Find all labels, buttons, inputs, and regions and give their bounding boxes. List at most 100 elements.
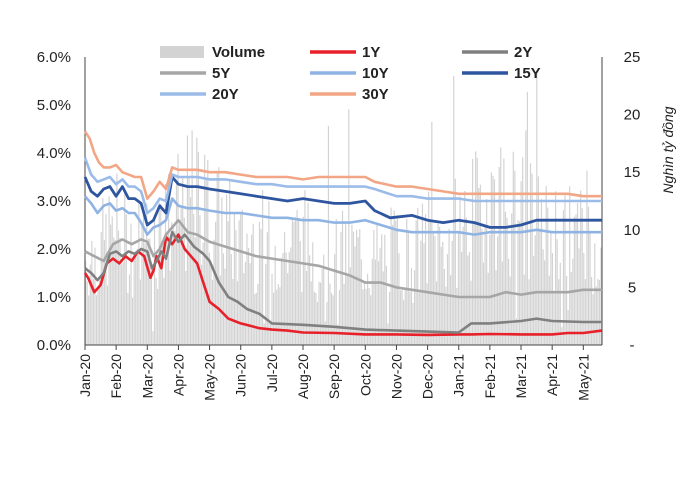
volume-bar [580,190,582,345]
volume-bar [323,254,325,345]
volume-bar [592,294,594,345]
volume-bar [421,203,424,345]
volume-bar [456,287,458,345]
volume-bar [573,216,575,345]
volume-bar [218,167,220,345]
volume-bar [266,232,268,345]
volume-bar [168,173,170,345]
volume-bar [360,259,362,345]
volume-bar [106,285,109,345]
volume-bar [263,323,265,345]
volume-bar [158,202,160,345]
volume-bar [520,181,522,345]
volume-bar [188,177,190,345]
volume-bar [232,279,234,345]
volume-bar [522,157,524,345]
volume-bar [290,247,292,345]
volume-bar [111,216,113,345]
tick-labels: 0.0% 1.0% 2.0% 3.0% 4.0% 5.0% 6.0% - 5 10 15 20 25 Ja… [37,49,641,401]
volume-bar [249,263,251,345]
volume-bar [222,253,225,345]
volume-bar [415,220,417,345]
volume-bar [318,281,320,345]
volume-bar [175,181,178,345]
x-tick-label: Jul-20 [264,354,280,392]
volume-bar [329,283,331,345]
x-tick-label: May-21 [575,354,591,401]
volume-bar [398,253,400,345]
volume-bar [390,207,392,345]
volume-bar [128,274,131,345]
volume-bar [138,203,140,345]
volume-bar [298,217,300,345]
right-axis-title: Nghìn tỷ đồng [660,106,676,193]
volume-bar [89,264,91,345]
volume-bar [500,147,502,345]
volume-bar [439,226,441,345]
volume-bar [547,207,549,345]
volume-bar [246,233,248,345]
volume-bar [454,178,456,345]
volume-bar [160,203,162,345]
volume-bar [448,228,450,345]
volume-bar [144,243,146,345]
volume-bar [86,281,88,345]
volume-bar [185,270,187,345]
volume-bar [363,281,366,345]
volume-bar [172,226,174,345]
legend-label-1y: 1Y [362,44,380,61]
volume-bar [548,275,550,345]
y-left-tick-label: 4.0% [37,145,71,162]
volume-bar [97,287,99,345]
volume-bar [340,231,342,345]
volume-bar [533,255,535,345]
volume-bar [238,220,240,345]
volume-bar [493,179,496,345]
y-left-tick-label: 5.0% [37,97,71,114]
volume-bar [403,300,405,345]
volume-bar [271,273,273,345]
x-tick-label: Jun-20 [233,354,249,397]
legend-label-2y: 2Y [514,44,532,61]
volume-bar [88,295,90,345]
volume-bar [432,233,434,345]
volume-bar [503,158,505,345]
volume-bar [105,213,107,345]
x-tick-label: Feb-21 [482,354,498,399]
volume-bar [229,180,231,345]
volume-bar [598,279,601,345]
volume-bar [446,253,449,345]
volume-bar [464,190,466,345]
volume-bar [462,226,464,345]
volume-bar [205,178,207,345]
volume-bar [211,279,214,345]
legend-label-30y: 30Y [362,86,389,103]
volume-bar [385,265,387,345]
volume-bar [277,284,279,345]
volume-bar [121,264,123,345]
volume-bar [141,225,143,345]
volume-bar [569,186,571,345]
volume-bar [338,290,340,345]
volume-bar [576,202,579,345]
volume-bar [130,223,132,345]
volume-bar [370,295,372,345]
volume-bar [578,248,580,345]
volume-bar [381,234,383,345]
volume-bar [274,245,276,345]
volume-bar [379,247,381,345]
volume-bar [352,231,355,345]
volume-bar [142,206,145,345]
volume-bar [594,243,596,345]
volume-bar [399,290,402,345]
volume-bar [136,248,138,345]
volume-bar [429,220,431,345]
x-tick-label: Oct-20 [357,354,373,396]
y-left-tick-label: 1.0% [37,289,71,306]
volume-bar [354,246,356,345]
volume-bar [326,301,328,345]
volume-bar [575,214,577,345]
volume-bar [540,199,543,345]
volume-bar [565,276,568,345]
volume-bar [368,288,370,345]
